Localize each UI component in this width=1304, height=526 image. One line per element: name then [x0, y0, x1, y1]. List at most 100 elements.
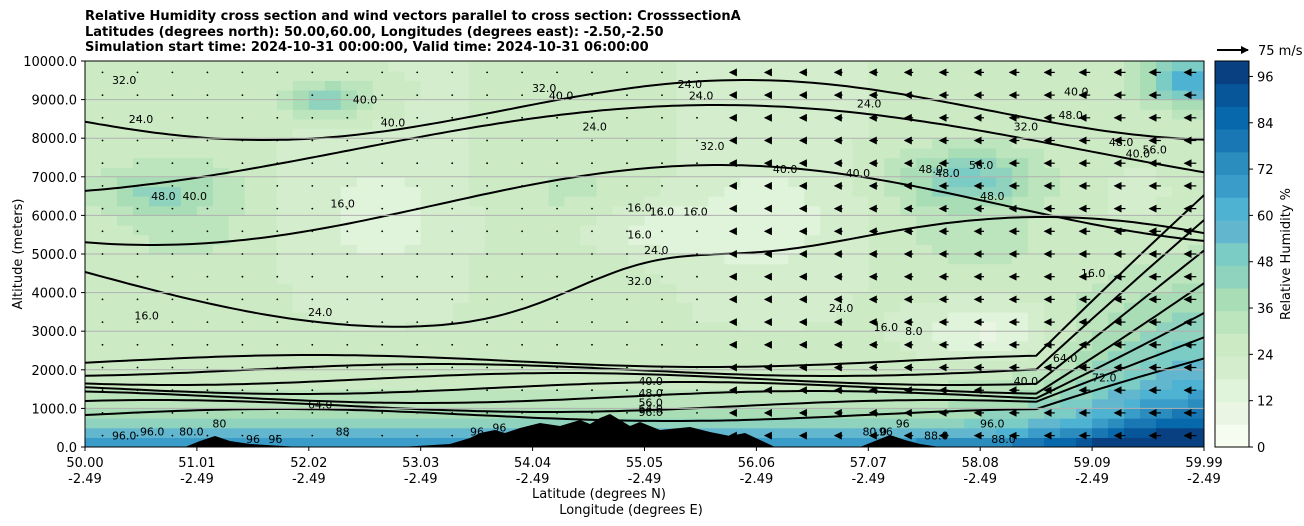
- field-cell: [1156, 157, 1173, 168]
- field-cell: [836, 186, 853, 197]
- wind-vector: [241, 366, 244, 369]
- field-cell: [836, 176, 853, 188]
- field-cell: [85, 138, 102, 149]
- field-cell: [628, 138, 646, 149]
- field-cell: [1028, 157, 1045, 168]
- field-cell: [100, 263, 118, 274]
- field-cell: [1140, 408, 1157, 419]
- field-cell: [292, 292, 310, 303]
- field-cell: [420, 205, 438, 216]
- wind-vector: [451, 366, 454, 369]
- field-cell: [436, 360, 454, 371]
- field-cell: [564, 350, 582, 361]
- wind-vector: [661, 343, 663, 346]
- field-cell: [468, 109, 486, 120]
- field-cell: [292, 254, 310, 265]
- field-cell: [100, 437, 118, 447]
- field-cell: [1172, 167, 1189, 178]
- field-cell: [1124, 70, 1141, 81]
- field-cell: [324, 273, 342, 284]
- field-cell: [212, 196, 230, 207]
- field-cell: [404, 427, 422, 438]
- field-cell: [788, 70, 805, 81]
- field-cell: [1076, 244, 1093, 255]
- field-cell: [516, 61, 534, 72]
- wind-vector: [486, 185, 488, 187]
- field-cell: [788, 311, 805, 323]
- field-cell: [644, 244, 662, 255]
- field-cell: [452, 263, 470, 274]
- field-cell: [292, 244, 310, 255]
- field-cell: [276, 70, 294, 81]
- wind-vector: [556, 230, 558, 233]
- field-cell: [676, 70, 694, 81]
- field-cell: [1124, 80, 1141, 91]
- field-cell: [180, 350, 198, 361]
- field-cell: [836, 263, 853, 274]
- field-cell: [836, 196, 853, 207]
- field-cell: [692, 360, 710, 371]
- field-cell: [740, 331, 757, 342]
- field-cell: [644, 70, 662, 81]
- field-cell: [708, 138, 726, 149]
- field-cell: [356, 61, 374, 72]
- field-cell: [484, 273, 502, 284]
- field-cell: [852, 167, 869, 178]
- field-cell: [164, 292, 182, 303]
- field-cell: [644, 282, 662, 294]
- field-cell: [932, 369, 949, 381]
- field-cell: [1060, 350, 1077, 361]
- wind-vector: [521, 185, 523, 187]
- wind-vector: [346, 162, 349, 165]
- field-cell: [276, 225, 294, 236]
- field-cell: [276, 408, 294, 419]
- field-cell: [260, 244, 278, 255]
- field-cell: [484, 379, 502, 390]
- field-cell: [276, 418, 294, 429]
- field-cell: [548, 311, 566, 323]
- field-cell: [516, 196, 534, 207]
- field-cell: [132, 61, 150, 72]
- field-cell: [180, 369, 198, 381]
- contour-label: 40.0: [1064, 86, 1089, 99]
- field-cell: [1012, 254, 1029, 265]
- field-cell: [148, 340, 166, 352]
- wind-vector: [241, 139, 244, 142]
- field-cell: [100, 331, 118, 342]
- field-cell: [244, 138, 262, 149]
- field-cell: [900, 282, 917, 294]
- field-cell: [532, 118, 550, 130]
- field-cell: [580, 282, 598, 294]
- field-cell: [116, 109, 134, 120]
- field-cell: [948, 215, 965, 226]
- field-cell: [1092, 70, 1109, 81]
- wind-vector: [696, 162, 698, 165]
- field-cell: [516, 418, 534, 429]
- field-cell: [1060, 254, 1077, 265]
- field-cell: [324, 340, 342, 352]
- field-cell: [196, 138, 214, 149]
- field-cell: [132, 215, 150, 226]
- wind-vector: [451, 434, 454, 437]
- field-cell: [548, 61, 566, 72]
- contour-label: 80.0: [179, 425, 204, 438]
- field-cell: [404, 89, 422, 101]
- field-cell: [85, 282, 102, 294]
- field-cell: [564, 263, 582, 274]
- field-cell: [996, 215, 1013, 226]
- field-cell: [468, 80, 486, 91]
- field-cell: [788, 427, 805, 438]
- field-cell: [1188, 369, 1204, 381]
- field-cell: [500, 254, 518, 265]
- field-cell: [740, 379, 757, 390]
- field-cell: [804, 292, 821, 303]
- field-cell: [836, 398, 853, 409]
- field-cell: [708, 321, 726, 332]
- field-cell: [468, 379, 486, 390]
- wind-vector: [591, 389, 593, 392]
- field-cell: [132, 292, 150, 303]
- field-cell: [292, 379, 310, 390]
- field-cell: [212, 427, 230, 438]
- field-cell: [132, 147, 150, 159]
- field-cell: [868, 215, 885, 226]
